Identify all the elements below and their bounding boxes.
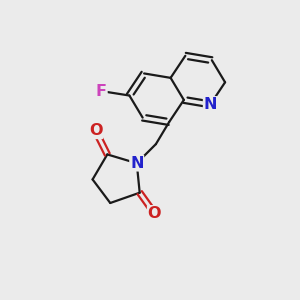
Text: F: F: [96, 84, 107, 99]
Text: N: N: [204, 97, 217, 112]
Text: N: N: [130, 156, 143, 171]
Text: O: O: [148, 206, 161, 221]
Text: O: O: [89, 123, 102, 138]
